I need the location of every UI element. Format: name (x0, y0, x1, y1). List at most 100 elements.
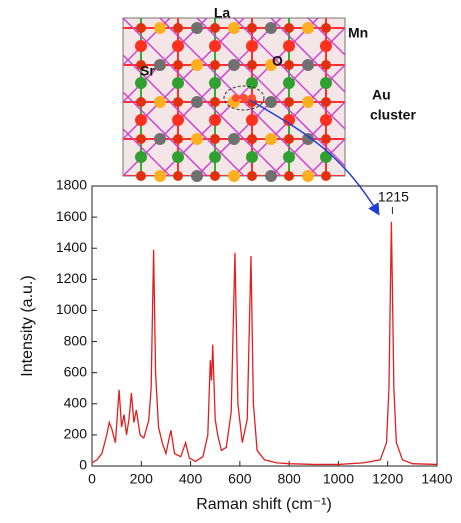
atom (172, 77, 184, 89)
atom (320, 114, 332, 126)
x-tick-label: 0 (88, 471, 96, 487)
atom (210, 171, 220, 181)
inset-label: Mn (348, 25, 368, 41)
atom (191, 59, 203, 71)
x-tick-label: 400 (179, 471, 203, 487)
atom (246, 40, 258, 52)
atom (246, 77, 258, 89)
atom (172, 151, 184, 163)
atom (321, 60, 331, 70)
atom (135, 77, 147, 89)
x-tick-label: 200 (130, 471, 154, 487)
atom (173, 97, 183, 107)
inset-label: La (214, 5, 231, 21)
atom (173, 23, 183, 33)
atom (247, 60, 257, 70)
x-axis-label: Raman shift (cm⁻¹) (196, 496, 332, 513)
y-tick-label: 400 (64, 394, 88, 410)
atom (173, 134, 183, 144)
bond (382, 18, 461, 176)
atom (209, 151, 221, 163)
atom (154, 22, 166, 34)
y-axis-label: Intensity (a.u.) (19, 275, 36, 376)
y-tick-label: 1800 (56, 177, 87, 193)
bond (345, 18, 461, 176)
x-tick-label: 1000 (323, 471, 354, 487)
atom (209, 77, 221, 89)
atom (302, 59, 314, 71)
y-tick-label: 600 (64, 363, 88, 379)
x-tick-label: 800 (277, 471, 301, 487)
atom (191, 96, 203, 108)
bond (345, 18, 461, 176)
inset-label: cluster (370, 107, 416, 123)
x-tick-label: 1200 (372, 471, 403, 487)
atom (302, 170, 314, 182)
annotation: 1215 (378, 189, 409, 205)
atom (247, 171, 257, 181)
atom (321, 171, 331, 181)
atom (209, 40, 221, 52)
atom (173, 171, 183, 181)
y-tick-label: 1400 (56, 239, 87, 255)
atom (154, 170, 166, 182)
atom (135, 114, 147, 126)
atom (284, 171, 294, 181)
atom (210, 97, 220, 107)
atom (284, 134, 294, 144)
atom (136, 171, 146, 181)
atom (320, 151, 332, 163)
y-tick-label: 1000 (56, 301, 87, 317)
atom (302, 96, 314, 108)
atom (172, 114, 184, 126)
y-tick-label: 200 (64, 426, 88, 442)
atom (154, 133, 166, 145)
atom (283, 77, 295, 89)
y-tick-label: 800 (64, 332, 88, 348)
atom (154, 96, 166, 108)
atom (210, 60, 220, 70)
atom (265, 170, 277, 182)
atom (173, 60, 183, 70)
atom (321, 97, 331, 107)
atom (283, 40, 295, 52)
atom (228, 59, 240, 71)
atom (136, 97, 146, 107)
inset-structure (12, 18, 461, 182)
bond (382, 18, 461, 176)
atom (321, 23, 331, 33)
atom (321, 134, 331, 144)
atom (246, 114, 258, 126)
atom (320, 40, 332, 52)
atom (228, 133, 240, 145)
atom (228, 170, 240, 182)
spectrum-line (92, 222, 437, 465)
au-atom (232, 94, 240, 102)
atom (265, 96, 277, 108)
atom (136, 23, 146, 33)
atom (284, 97, 294, 107)
atom (154, 59, 166, 71)
page: La Mn Sr O Au cluster Raman shift (cm⁻¹)… (0, 0, 461, 518)
plot-frame (92, 186, 437, 466)
inset-label: Sr (140, 63, 155, 79)
atom (172, 40, 184, 52)
inset-label: Au (372, 87, 391, 103)
atom (135, 40, 147, 52)
y-tick-label: 1600 (56, 208, 87, 224)
atom (191, 170, 203, 182)
atom (246, 151, 258, 163)
atom (283, 151, 295, 163)
atom (191, 22, 203, 34)
atom (135, 151, 147, 163)
y-tick-label: 0 (79, 457, 87, 473)
y-tick-label: 1200 (56, 270, 87, 286)
x-tick-label: 1400 (421, 471, 452, 487)
atom (210, 134, 220, 144)
atom (136, 134, 146, 144)
figure: La Mn Sr O Au cluster Raman shift (cm⁻¹)… (0, 0, 461, 518)
atom (247, 134, 257, 144)
atom (284, 23, 294, 33)
atom (191, 133, 203, 145)
atom (320, 77, 332, 89)
